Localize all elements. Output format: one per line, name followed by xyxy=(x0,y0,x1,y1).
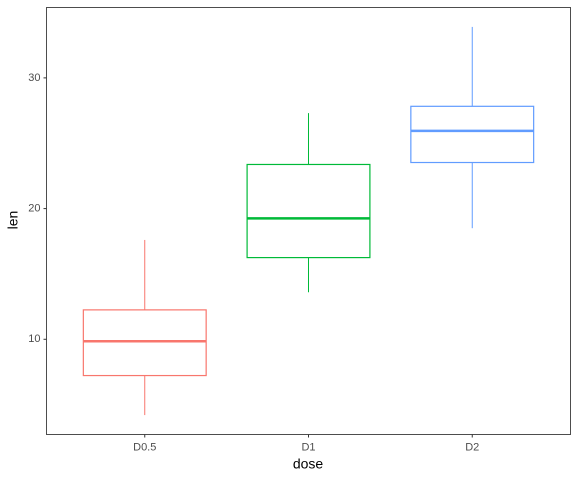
x-tick-label: D2 xyxy=(465,441,479,453)
x-tick-label: D1 xyxy=(301,441,315,453)
x-axis-title: dose xyxy=(293,456,324,472)
y-axis-title: len xyxy=(5,211,21,230)
x-tick-label: D0.5 xyxy=(133,441,156,453)
box xyxy=(246,163,371,259)
y-tick-label: 10 xyxy=(28,333,40,345)
y-tick-label: 30 xyxy=(28,72,40,84)
y-tick-label: 20 xyxy=(28,202,40,214)
box xyxy=(82,309,207,377)
box xyxy=(410,105,535,164)
